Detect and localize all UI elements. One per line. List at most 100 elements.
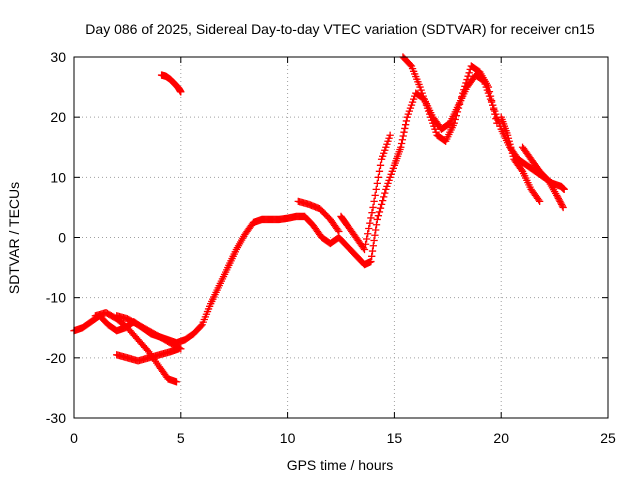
- data-point: [371, 191, 379, 200]
- x-tick-label: 20: [493, 430, 509, 446]
- data-point: [360, 245, 369, 254]
- y-tick-label: 30: [50, 49, 66, 65]
- series-lower-branch-c: [113, 312, 185, 353]
- data-point: [369, 242, 377, 250]
- data-point: [423, 104, 432, 112]
- data-point: [560, 185, 568, 194]
- plot-frame: [73, 56, 609, 419]
- data-point: [383, 182, 391, 191]
- data-point: [416, 83, 424, 91]
- y-tick-label: -20: [46, 350, 66, 366]
- data-point: [504, 134, 513, 142]
- data-point: [368, 209, 376, 217]
- data-point: [431, 125, 439, 133]
- data-point: [399, 132, 407, 140]
- data-point: [459, 89, 467, 97]
- data-point: [366, 219, 374, 227]
- data-point: [177, 88, 185, 96]
- data-point: [506, 140, 514, 148]
- data-point: [455, 100, 464, 109]
- data-point: [383, 140, 391, 148]
- tick-layer: 0 5 10 15 20 25 -30 -20 -10 0 10 20 30: [46, 49, 616, 446]
- data-point: [364, 230, 372, 238]
- data-point: [430, 122, 438, 130]
- data-point: [372, 226, 380, 234]
- chart-title: Day 086 of 2025, Sidereal Day-to-day VTE…: [85, 21, 595, 37]
- data-point: [381, 146, 389, 154]
- data-point: [451, 115, 459, 124]
- data-point: [453, 108, 462, 116]
- data-point: [408, 98, 417, 106]
- data-point: [398, 136, 407, 144]
- data-point: [462, 79, 470, 87]
- data-point: [487, 96, 496, 105]
- data-point: [376, 204, 385, 212]
- data-point: [377, 200, 386, 209]
- data-point: [454, 104, 463, 112]
- data-point: [369, 203, 377, 212]
- data-point: [371, 231, 379, 239]
- series-late-spur: [337, 131, 394, 254]
- y-tick-label: 20: [50, 109, 66, 125]
- data-point: [368, 252, 376, 260]
- data-point: [172, 378, 181, 386]
- data-point: [400, 128, 408, 136]
- data-point: [493, 119, 501, 127]
- data-point: [424, 107, 433, 115]
- data-point: [490, 105, 498, 114]
- data-point: [507, 146, 516, 154]
- data-point: [384, 137, 392, 145]
- data-point: [460, 86, 468, 94]
- data-point: [406, 104, 415, 112]
- data-point: [370, 236, 378, 245]
- data-point: [376, 161, 385, 169]
- data-point: [450, 119, 458, 127]
- data-point: [401, 124, 409, 133]
- series-dip-15: [399, 53, 501, 145]
- x-axis-label: GPS time / hours: [287, 457, 394, 473]
- data-point: [388, 167, 396, 175]
- x-tick-label: 5: [177, 430, 185, 446]
- series-isolated-segment: [157, 71, 185, 96]
- x-tick-label: 10: [280, 430, 296, 446]
- data-point: [177, 345, 185, 353]
- series-descent-21: [518, 143, 567, 212]
- data-point: [375, 208, 384, 216]
- data-point: [367, 214, 375, 222]
- data-point: [361, 240, 370, 248]
- data-point: [465, 69, 473, 77]
- data-point: [175, 344, 184, 352]
- data-point: [373, 179, 381, 187]
- data-point: [379, 152, 387, 160]
- data-point: [402, 117, 411, 125]
- data-point: [464, 72, 472, 80]
- data-point: [374, 212, 383, 220]
- data-point: [397, 139, 406, 148]
- data-point: [427, 113, 435, 121]
- data-point: [382, 143, 390, 151]
- data-point: [461, 82, 469, 90]
- data-point: [380, 193, 388, 201]
- data-point: [362, 235, 371, 243]
- data-point: [422, 101, 431, 109]
- data-point: [385, 176, 393, 184]
- data-point: [367, 257, 375, 266]
- data-point: [370, 197, 378, 206]
- data-point: [368, 247, 377, 255]
- data-point: [407, 101, 416, 109]
- data-point: [372, 221, 381, 229]
- data-point: [374, 173, 383, 181]
- data-point: [484, 83, 493, 91]
- data-point: [507, 143, 515, 151]
- data-point: [384, 179, 392, 187]
- data-point: [489, 101, 497, 109]
- data-point: [491, 110, 499, 118]
- y-tick-label: 0: [58, 230, 66, 246]
- data-point: [387, 170, 395, 178]
- data-point: [503, 131, 512, 139]
- data-point: [372, 185, 380, 194]
- data-layer: [70, 53, 568, 386]
- data-point: [389, 164, 397, 172]
- data-point: [397, 143, 405, 151]
